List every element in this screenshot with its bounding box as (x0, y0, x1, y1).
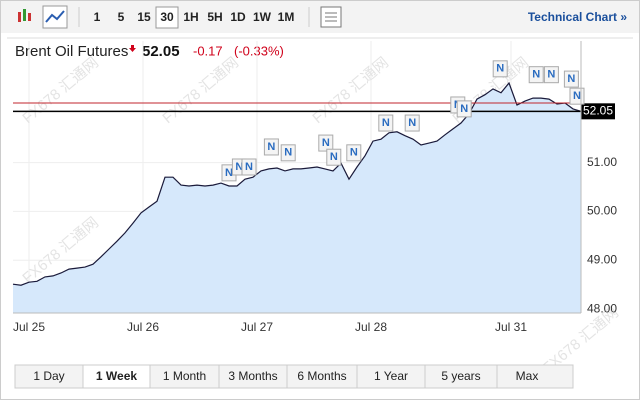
news-label: N (460, 103, 468, 115)
news-label: N (547, 69, 555, 81)
news-label: N (573, 90, 581, 102)
news-marker[interactable] (326, 148, 342, 166)
interval-button[interactable]: 1M (278, 10, 295, 24)
news-marker[interactable] (263, 138, 279, 156)
news-label: N (330, 151, 338, 163)
news-label: N (567, 73, 575, 85)
news-label: N (284, 147, 292, 159)
interval-button[interactable]: 1 (94, 10, 101, 24)
interval-button[interactable]: 1H (183, 10, 198, 24)
interval-button[interactable]: 5H (207, 10, 222, 24)
interval-button[interactable]: 30 (160, 10, 174, 24)
interval-button[interactable]: 1D (230, 10, 246, 24)
range-bar: 1 Day 1 Week 1 Month 3 Months 6 Months 1 Year… (14, 364, 574, 389)
interval-button[interactable]: 15 (137, 10, 151, 24)
news-label: N (322, 137, 330, 149)
news-marker[interactable] (456, 100, 472, 118)
x-tick-label: Jul 31 (495, 320, 527, 334)
price-tag: 52.05 (583, 103, 613, 117)
range-button[interactable]: Max (516, 369, 539, 383)
news-marker[interactable] (280, 144, 296, 162)
news-label: N (267, 141, 275, 153)
technical-chart-link[interactable]: Technical Chart » (528, 10, 627, 24)
range-button[interactable]: 3 Months (228, 369, 277, 383)
news-marker[interactable] (543, 66, 559, 84)
x-tick-label: Jul 26 (127, 320, 159, 334)
range-button[interactable]: 1 Year (374, 369, 408, 383)
news-marker[interactable] (241, 158, 257, 176)
price: 52.05 (142, 43, 180, 60)
interval-selected (155, 6, 179, 29)
x-tick-label: Jul 28 (355, 320, 387, 334)
x-tick-label: Jul 25 (13, 320, 45, 334)
interval-button[interactable]: 1W (253, 10, 272, 24)
news-marker[interactable] (346, 144, 362, 162)
watermark: FX678 汇通网 (159, 54, 241, 127)
y-tick-label: 48.00 (587, 301, 617, 315)
price-line (12, 81, 582, 286)
news-marker[interactable] (404, 114, 420, 132)
table-icon[interactable] (320, 6, 342, 28)
news-label: N (235, 161, 243, 173)
y-tick-label: 50.00 (587, 204, 617, 218)
x-tick-label: Jul 27 (241, 320, 273, 334)
news-marker[interactable] (318, 134, 334, 152)
news-marker[interactable] (492, 60, 508, 78)
news-label: N (532, 69, 540, 81)
plot: FX678 汇通网 FX678 汇通网 FX678 汇通网 FX678 汇通网FX67… (12, 41, 622, 377)
toolbar-bg (1, 1, 639, 33)
change: -0.17 (193, 43, 223, 58)
news-label: N (225, 167, 233, 179)
line-icon[interactable] (42, 5, 68, 29)
range-button[interactable]: 6 Months (297, 369, 346, 383)
y-tick-label: 49.00 (587, 252, 617, 266)
down-arrow (129, 45, 136, 52)
news-label: N (408, 117, 416, 129)
news-label: N (382, 117, 390, 129)
candle-icon[interactable] (18, 9, 31, 22)
price-tag-bg (581, 103, 615, 120)
news-label: N (350, 147, 358, 159)
area (13, 83, 581, 313)
range-button[interactable]: 1 Week (96, 369, 137, 383)
y-tick-label: 51.00 (587, 155, 617, 169)
news-label: N (496, 63, 504, 75)
news-marker[interactable] (378, 114, 394, 132)
instrument-name: Brent Oil Futures (15, 43, 128, 60)
range-bar-bg (14, 364, 574, 389)
news-label: N (245, 161, 253, 173)
change-pct: (-0.33%) (234, 43, 284, 58)
range-button[interactable]: 1 Day (33, 369, 64, 383)
news-marker[interactable] (563, 70, 579, 88)
news-marker[interactable] (528, 66, 544, 84)
interval-button[interactable]: 5 (118, 10, 125, 24)
range-button[interactable]: 1 Month (163, 369, 206, 383)
watermark: FX678 汇通网 (19, 54, 101, 127)
range-button[interactable]: 5 years (441, 369, 480, 383)
